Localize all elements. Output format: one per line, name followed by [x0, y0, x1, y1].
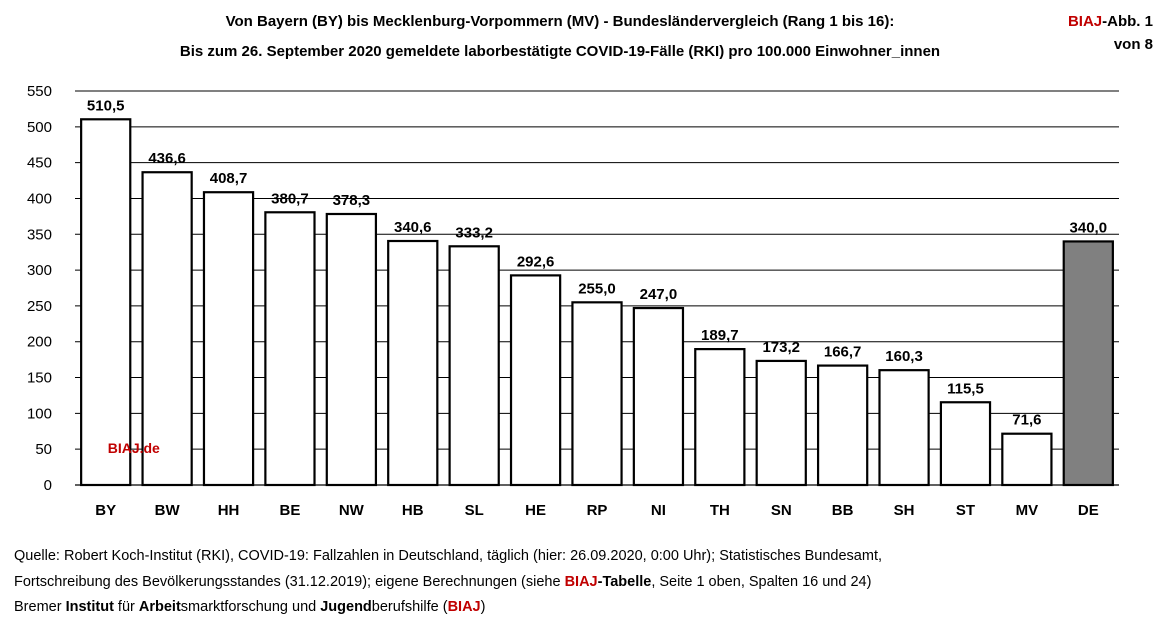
x-tick-label-ni: NI — [651, 502, 666, 519]
y-tick-label: 450 — [27, 155, 52, 172]
badge-of-total: von 8 — [1113, 36, 1153, 53]
institute-text-5: ) — [480, 599, 486, 615]
bar-bw — [141, 171, 193, 487]
data-label-he: 292,6 — [517, 253, 555, 270]
data-label-by: 510,5 — [87, 97, 125, 114]
data-label-mv: 71,6 — [1012, 412, 1041, 429]
chart-title-line-1: Von Bayern (BY) bis Mecklenburg-Vorpomme… — [225, 13, 895, 30]
chart-title-line-2: Bis zum 26. September 2020 gemeldete lab… — [179, 43, 941, 60]
data-label-be: 380,7 — [271, 190, 309, 207]
data-label-nw: 378,3 — [333, 192, 371, 209]
source-line-2: Fortschreibung des Bevölkerungsstandes (… — [14, 574, 871, 590]
bar-th — [694, 348, 746, 487]
jugend-word: Jugend — [320, 599, 372, 615]
y-tick-label: 550 — [27, 83, 52, 100]
x-tick-label-bb: BB — [832, 502, 854, 519]
bar-rp — [571, 301, 623, 487]
y-tick-label: 0 — [44, 477, 52, 494]
bar-by — [80, 118, 132, 487]
y-tick-label: 500 — [27, 119, 52, 136]
bar-sh — [878, 369, 930, 487]
data-label-bb: 166,7 — [824, 344, 862, 361]
y-tick-label: 100 — [27, 405, 52, 422]
bar-sn — [755, 359, 807, 487]
source-brand: BIAJ — [564, 574, 598, 590]
bar-mv — [1001, 432, 1053, 487]
institute-text-1: Bremer — [14, 599, 66, 615]
data-label-bw: 436,6 — [148, 150, 186, 167]
institute-text-3: smarktforschung und — [180, 599, 321, 615]
institute-word: Institut — [65, 599, 114, 615]
institute-line: Bremer Institut für Arbeitsmarktforschun… — [14, 599, 485, 615]
x-tick-label-hb: HB — [402, 502, 424, 519]
data-label-rp: 255,0 — [578, 280, 616, 297]
x-tick-label-be: BE — [280, 502, 301, 519]
bar-he — [509, 274, 562, 487]
bar-nw — [325, 212, 378, 487]
source-line-2-text: Fortschreibung des Bevölkerungsstandes (… — [14, 574, 565, 590]
watermark: BIAJ.de — [108, 440, 160, 456]
bar-be — [264, 211, 316, 487]
bar-chart: 0 50 100 150 200 250 300 350 400 450 500 550 510,5 BY… — [27, 83, 1119, 519]
institute-text-4: berufshilfe ( — [371, 599, 448, 615]
bar-bb — [816, 364, 869, 487]
y-tick-label: 50 — [35, 441, 52, 458]
data-label-sn: 173,2 — [762, 339, 800, 356]
bar-hb — [387, 239, 439, 487]
bar-hh — [202, 191, 255, 487]
bar-sl — [448, 245, 500, 487]
data-label-sl: 333,2 — [455, 224, 493, 241]
x-tick-label-sn: SN — [771, 502, 792, 519]
x-tick-label-mv: MV — [1016, 502, 1039, 519]
x-tick-label-sh: SH — [894, 502, 915, 519]
y-tick-label: 250 — [27, 298, 52, 315]
y-tick-label: 200 — [27, 334, 52, 351]
y-tick-label: 150 — [27, 370, 52, 387]
source-table-word: -Tabelle — [597, 574, 652, 590]
figure-badge: BIAJ-Abb. 1 — [1068, 13, 1153, 30]
y-tick-label: 400 — [27, 190, 52, 207]
source-line-2-rest: , Seite 1 oben, Spalten 16 und 24) — [651, 574, 872, 590]
data-label-th: 189,7 — [701, 327, 739, 344]
institute-text-2: für — [113, 599, 139, 615]
arbeit-word: Arbeit — [138, 599, 181, 615]
bar-st — [939, 401, 992, 487]
y-tick-label: 300 — [27, 262, 52, 279]
x-tick-label-he: HE — [525, 502, 546, 519]
data-label-ni: 247,0 — [640, 286, 678, 303]
badge-figure-number: -Abb. 1 — [1102, 13, 1153, 30]
x-tick-label-rp: RP — [587, 502, 608, 519]
x-tick-label-th: TH — [710, 502, 730, 519]
x-tick-label-hh: HH — [218, 502, 240, 519]
y-tick-label: 350 — [27, 226, 52, 243]
institute-brand: BIAJ — [447, 599, 481, 615]
x-tick-label-by: BY — [95, 502, 116, 519]
x-tick-label-st: ST — [956, 502, 975, 519]
data-label-sh: 160,3 — [885, 348, 923, 365]
x-tick-label-nw: NW — [339, 502, 365, 519]
data-label-st: 115,5 — [947, 380, 984, 397]
source-line-1: Quelle: Robert Koch-Institut (RKI), COVI… — [14, 548, 882, 564]
bar-de — [1062, 240, 1114, 487]
badge-brand: BIAJ — [1067, 13, 1103, 30]
x-tick-label-de: DE — [1078, 502, 1099, 519]
data-label-hh: 408,7 — [210, 170, 248, 187]
x-tick-label-bw: BW — [155, 502, 181, 519]
bar-ni — [632, 306, 685, 487]
data-label-hb: 340,6 — [394, 219, 432, 236]
x-tick-label-sl: SL — [465, 502, 484, 519]
data-label-de: 340,0 — [1070, 219, 1108, 236]
